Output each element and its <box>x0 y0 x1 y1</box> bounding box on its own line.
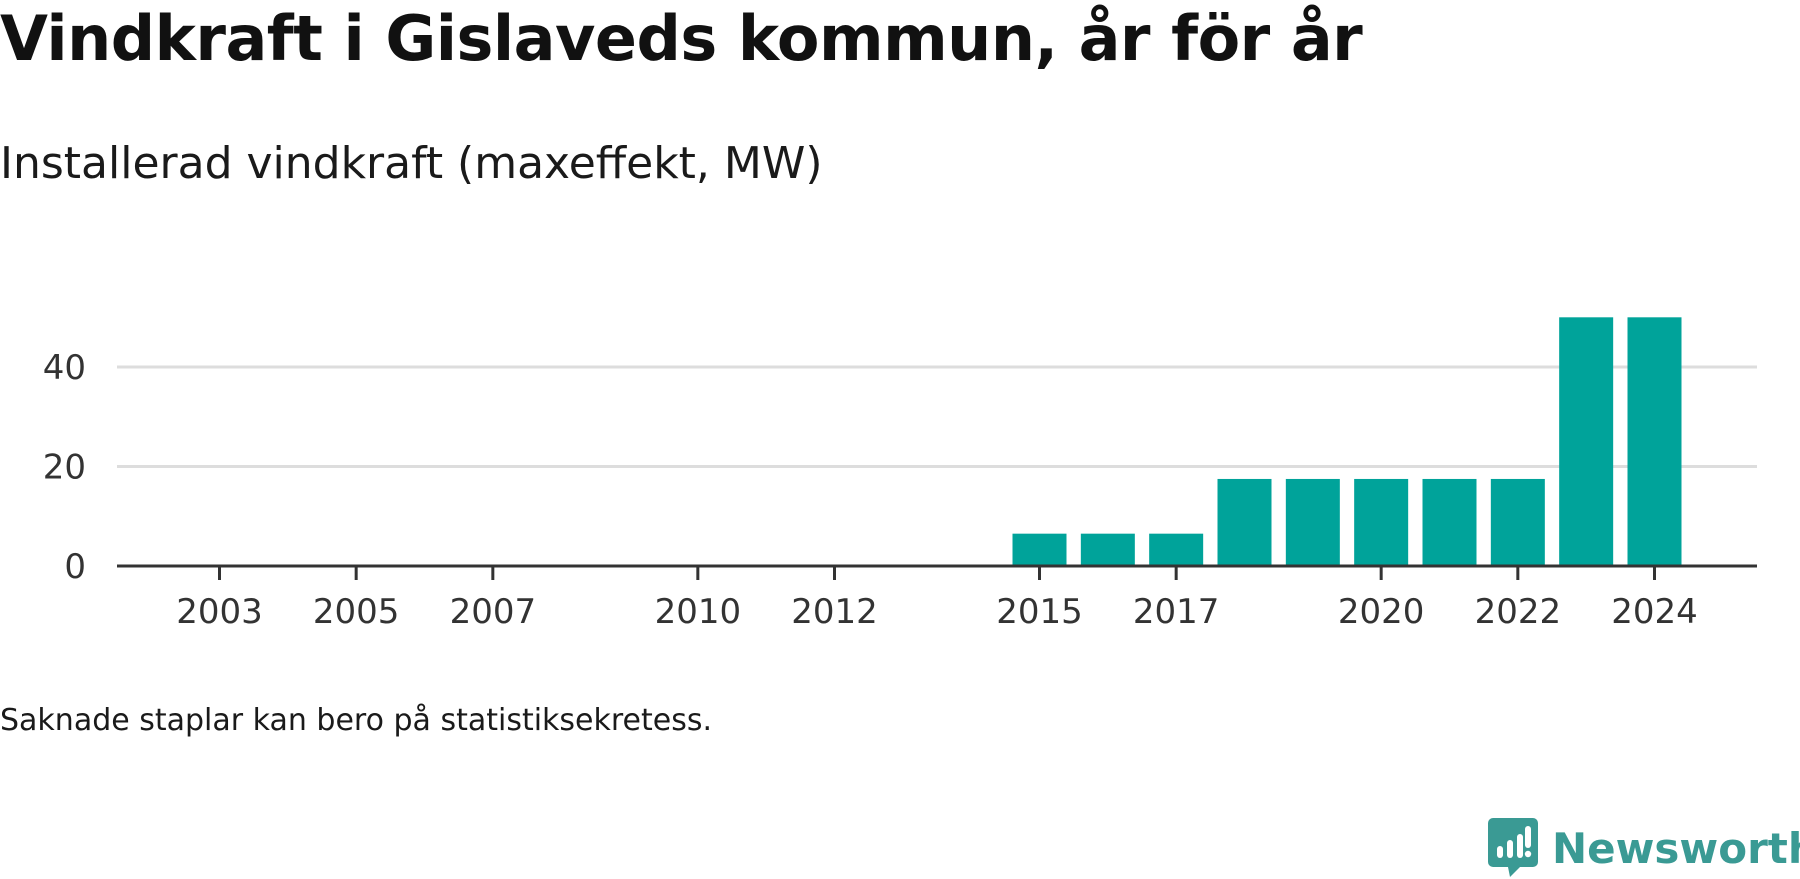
newsworthy-logo-icon <box>1488 818 1538 877</box>
x-tick-label: 2022 <box>1475 592 1562 632</box>
x-tick-label: 2005 <box>313 592 400 632</box>
chart-subtitle: Installerad vindkraft (maxeffekt, MW) <box>0 138 823 189</box>
bar-2022 <box>1490 478 1545 566</box>
bar-2017 <box>1149 533 1204 566</box>
x-tick-label: 2024 <box>1611 592 1698 632</box>
x-tick-label: 2012 <box>791 592 878 632</box>
bar-2018 <box>1217 478 1272 566</box>
bar-2021 <box>1422 478 1477 566</box>
bar-2016 <box>1080 533 1135 566</box>
bar-2015 <box>1012 533 1067 566</box>
bar-chart: 0 20 40 2003 2005 2007 2010 2012 2015 2017 2020 202… <box>43 317 1757 632</box>
footnote: Saknade staplar kan bero på statistiksek… <box>0 703 713 738</box>
y-tick-label: 0 <box>64 547 86 587</box>
x-tick-label: 2015 <box>996 592 1083 632</box>
newsworthy-logo: Newsworthy <box>1488 818 1800 878</box>
x-tick-label: 2017 <box>1133 592 1220 632</box>
x-tick-label: 2010 <box>655 592 742 632</box>
chart-title: Vindkraft i Gislaveds kommun, år för år <box>0 2 1363 75</box>
bar-2023 <box>1559 317 1614 566</box>
y-tick-label: 40 <box>43 348 86 388</box>
bars <box>1012 317 1682 566</box>
bar-2019 <box>1285 478 1340 566</box>
bar-2024 <box>1627 317 1682 566</box>
bar-2020 <box>1354 478 1409 566</box>
x-tick-label: 2020 <box>1338 592 1425 632</box>
gridlines <box>117 365 1757 469</box>
axes: 0 20 40 2003 2005 2007 2010 2012 2015 2017 2020 202… <box>43 348 1757 632</box>
y-tick-label: 20 <box>43 448 86 488</box>
newsworthy-logo-text: Newsworthy <box>1552 823 1800 873</box>
x-tick-label: 2003 <box>176 592 263 632</box>
x-tick-label: 2007 <box>450 592 537 632</box>
